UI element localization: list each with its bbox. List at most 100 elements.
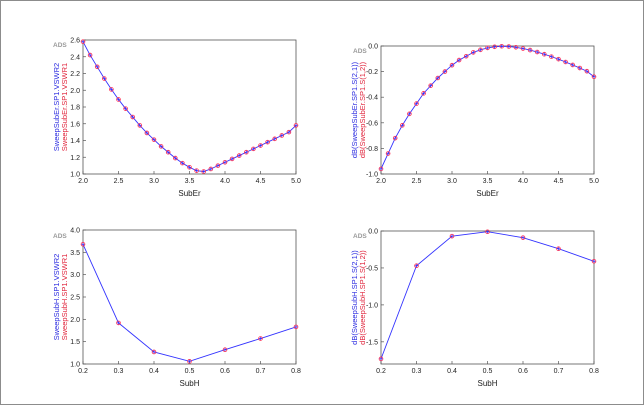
data-point (541, 51, 547, 57)
data-point (94, 64, 100, 70)
y-tick-label: 2.0 (70, 317, 80, 324)
x-tick-label: 2.0 (376, 178, 386, 185)
data-point (165, 149, 171, 155)
series-2-markers (378, 229, 597, 362)
data-point (215, 163, 221, 168)
data-point (251, 146, 256, 152)
data-point (470, 50, 476, 55)
series-1-markers (379, 44, 596, 171)
series-1-markers (81, 39, 298, 174)
y-tick-label: 1.4 (70, 138, 80, 145)
x-tick-label: 2.5 (114, 178, 124, 185)
data-point (265, 139, 270, 145)
y-tick-label: -0.6 (366, 120, 378, 127)
data-point (187, 359, 192, 364)
data-point (151, 349, 157, 355)
y-tick-label: 4.0 (70, 228, 80, 235)
data-point (549, 54, 554, 59)
y-tick-label: 1.6 (70, 121, 80, 128)
x-tick-label: 0.2 (376, 368, 386, 375)
data-point (208, 166, 214, 172)
x-tick-label: 0.4 (447, 368, 457, 375)
y-axis-label-1: dB(SweepSubH.SP1.S(2,1)) (350, 250, 359, 345)
y-tick-label: 2.5 (70, 295, 80, 302)
y-tick-label: 3.0 (70, 272, 80, 279)
data-point (556, 246, 561, 252)
x-tick-label: 3.5 (483, 178, 493, 185)
data-point (478, 47, 483, 53)
x-tick-label: 5.0 (291, 178, 301, 185)
data-point (222, 159, 228, 165)
y-axis-label-2: dB(SweepSubH.SP1.S(1,2)) (358, 250, 367, 345)
plot-area (380, 230, 595, 365)
x-tick-label: 0.5 (483, 368, 493, 375)
data-point (513, 44, 519, 50)
x-tick-label: 5.0 (589, 178, 599, 185)
series-2-markers (80, 39, 299, 174)
series-2-markers (378, 43, 597, 172)
data-point (385, 151, 391, 156)
data-point (378, 356, 384, 362)
y-tick-label: 1.2 (70, 155, 80, 162)
data-point (414, 101, 419, 106)
x-tick-label: 0.6 (220, 368, 230, 375)
y-tick-label: -1.5 (366, 339, 378, 346)
chart-2: ADS 2.0 2.5 3.0 3.5 4.0 4.5 5.0 -1.0 -0.8 -0.6 -0.4… (350, 44, 599, 199)
data-point (293, 324, 299, 330)
data-point (229, 156, 235, 162)
data-point (506, 44, 512, 49)
x-tick-label: 4.0 (220, 178, 230, 185)
data-point (378, 166, 384, 172)
data-point (520, 46, 526, 51)
data-point (449, 62, 455, 68)
data-point (485, 229, 490, 235)
data-point (449, 233, 455, 239)
y-tick-label: -0.8 (366, 146, 378, 153)
x-tick-label: 0.2 (78, 368, 88, 375)
y-tick-label: 0.0 (368, 229, 378, 236)
x-tick-label: 0.6 (518, 368, 528, 375)
x-tick-label: 3.5 (185, 178, 195, 185)
data-point (435, 75, 441, 81)
y-tick-label: 3.5 (70, 250, 80, 257)
series-1-markers (379, 229, 596, 361)
y-axis-label-1: dB(SweepSubEr.SP1.S(2,1)) (350, 61, 359, 158)
ads-label: ADS (353, 48, 367, 55)
y-tick-label: 0.0 (368, 44, 378, 51)
x-tick-label: 0.3 (412, 368, 422, 375)
y-axis-label-1: SweepSubH.SP1.VSWR2 (52, 254, 61, 341)
y-axis-label-2: SweepSubH.SP1.VSWR1 (60, 254, 69, 341)
x-axis-label: SubH (477, 379, 497, 388)
ads-label: ADS (53, 233, 67, 240)
x-tick-label: 2.5 (412, 178, 422, 185)
chart-1: ADS 2.0 2.5 3.0 3.5 4.0 4.5 5.0 1.0 1.2 1.4 1.6 1.8 2… (52, 38, 301, 199)
data-point (492, 44, 497, 50)
data-point (456, 57, 462, 63)
ads-label: ADS (353, 233, 367, 240)
x-tick-label: 4.5 (554, 178, 564, 185)
x-tick-label: 3.0 (149, 178, 159, 185)
data-point (392, 135, 398, 141)
y-tick-label: -1.0 (366, 172, 378, 179)
data-point (109, 87, 114, 92)
data-point (556, 56, 561, 62)
data-point (130, 114, 136, 120)
ads-label: ADS (53, 42, 67, 49)
data-point (116, 320, 121, 326)
data-point (286, 129, 292, 135)
y-tick-label: 1.8 (70, 105, 80, 112)
data-point (180, 160, 185, 166)
y-tick-label: -0.5 (366, 265, 378, 272)
data-point (80, 39, 86, 44)
y-tick-label: 2.0 (70, 88, 80, 95)
chart-4: ADS 0.2 0.3 0.4 0.5 0.6 0.7 0.8 -1.5 -1.0 -0.5 0.0 S… (350, 229, 599, 389)
data-point (272, 136, 278, 142)
data-point (442, 69, 448, 74)
y-tick-label: 2.6 (70, 38, 80, 45)
data-point (236, 153, 242, 158)
y-tick-label: -0.2 (366, 69, 378, 76)
y-tick-label: 1.5 (70, 339, 80, 346)
data-point (80, 241, 86, 247)
